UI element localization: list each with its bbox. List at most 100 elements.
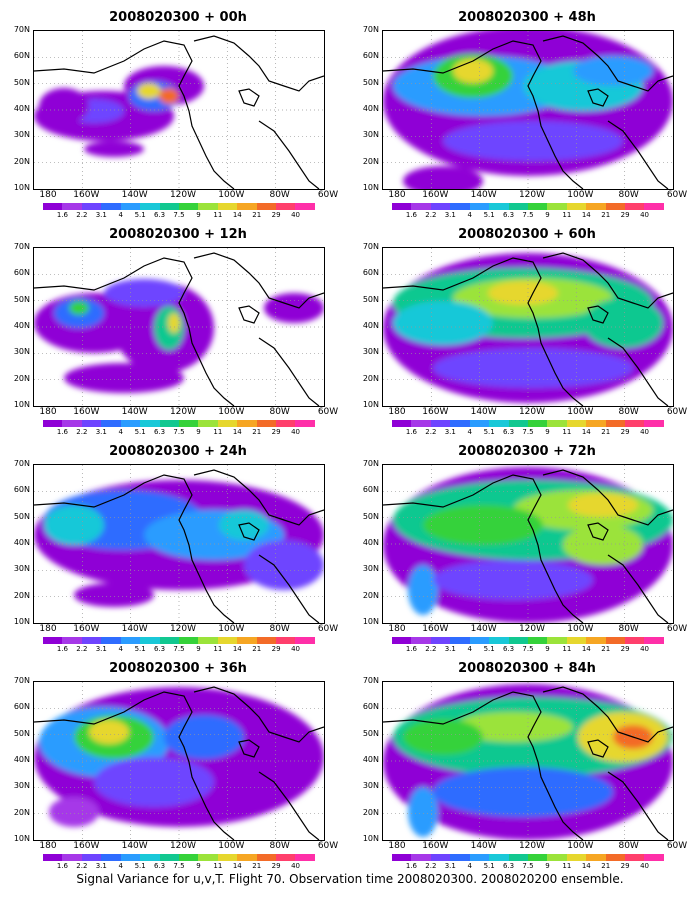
colorbar-label: 9 (545, 211, 550, 219)
colorbar-label: 11 (213, 211, 223, 219)
map-svg (34, 682, 324, 840)
lon-label: 120W (518, 407, 546, 417)
variance-field (244, 540, 324, 590)
colorbar-label: 5.1 (134, 211, 146, 219)
lon-label: 100W (567, 190, 594, 200)
variance-field (433, 767, 613, 817)
coastline (383, 686, 673, 840)
colorbar-label: 6.3 (153, 862, 166, 870)
colorbar-label: 3.1 (95, 211, 107, 219)
colorbar-swatch (566, 203, 587, 210)
colorbar-label: 14 (581, 211, 591, 219)
colorbar-swatch (276, 637, 296, 644)
variance-field (84, 141, 144, 157)
lat-label: 50N (362, 294, 379, 304)
colorbar-label: 21 (601, 862, 611, 870)
lat-label: 20N (362, 807, 379, 817)
lat-label: 70N (362, 676, 379, 685)
colorbar-swatch (178, 854, 199, 861)
colorbar-label: 6.3 (153, 211, 166, 219)
colorbar-label: 4 (467, 428, 472, 436)
variance-field (393, 301, 493, 345)
colorbar-label: 21 (252, 645, 262, 653)
colorbar-swatch (566, 637, 587, 644)
lat-label: 70N (13, 676, 30, 685)
colorbar-label: 4 (118, 645, 123, 653)
colorbar-swatch (237, 854, 257, 861)
colorbar-label: 7.5 (522, 862, 534, 870)
colorbar-swatch (625, 203, 645, 210)
lon-label: 60W (317, 624, 339, 634)
lat-label: 50N (13, 728, 30, 738)
colorbar-swatch (450, 203, 470, 210)
coastline (34, 35, 324, 189)
colorbar-swatch (81, 203, 102, 210)
variance-field (137, 83, 161, 99)
lat-label: 60N (13, 485, 30, 495)
colorbar-label: 14 (581, 428, 591, 436)
map-area (382, 681, 674, 841)
lat-label: 50N (362, 77, 379, 87)
variance-field (264, 293, 324, 323)
colorbar-swatch (178, 420, 199, 427)
lon-label: 180 (388, 190, 406, 200)
colorbar-swatch (295, 203, 315, 210)
variance-field (453, 59, 493, 83)
lon-label: 140W (470, 841, 497, 851)
colorbar-swatch (217, 420, 238, 427)
lat-label: 50N (362, 511, 379, 521)
lat-label: 40N (362, 104, 379, 113)
lat-label: 10N (13, 617, 30, 626)
lon-label: 160W (422, 841, 449, 851)
lat-label: 30N (362, 781, 379, 791)
variance-field (49, 797, 99, 827)
variance-field (89, 720, 129, 744)
colorbar-swatch (81, 420, 102, 427)
variance-field (433, 348, 633, 388)
colorbar-label: 2.2 (425, 211, 437, 219)
lat-label: 60N (362, 268, 379, 278)
colorbar-swatch (586, 420, 606, 427)
colorbar-label: 3.1 (444, 211, 456, 219)
colorbar-label: 3.1 (95, 428, 107, 436)
lat-label: 70N (362, 25, 379, 34)
lat-label: 20N (362, 590, 379, 600)
lat-label: 20N (13, 373, 30, 383)
map-svg (383, 248, 673, 406)
colorbar-label: 6.3 (502, 645, 515, 653)
lat-label: 30N (362, 564, 379, 574)
lon-label: 180 (39, 407, 57, 417)
lat-label: 10N (13, 183, 30, 192)
panel-title: 2008020300 + 24h (109, 444, 247, 459)
lon-label: 100W (218, 841, 245, 851)
variance-field (568, 493, 638, 517)
lat-label: 70N (13, 25, 30, 34)
colorbar-swatch (198, 854, 218, 861)
colorbar-label: 21 (252, 862, 262, 870)
colorbar-label: 21 (252, 211, 262, 219)
colorbar-swatch (392, 854, 412, 861)
panel-title: 2008020300 + 60h (458, 227, 596, 242)
colorbar-label: 5.1 (483, 645, 495, 653)
variance-field (408, 565, 438, 615)
colorbar-label: 9 (545, 645, 550, 653)
lon-label: 80W (618, 190, 639, 200)
lon-label: 140W (470, 624, 497, 634)
map-area (382, 247, 674, 407)
lon-label: 140W (121, 841, 148, 851)
lat-label: 20N (13, 590, 30, 600)
colorbar-swatch (527, 854, 548, 861)
variance-field (403, 719, 483, 755)
lat-label: 60N (362, 485, 379, 495)
colorbar-swatch (120, 203, 141, 210)
colorbar-label: 11 (562, 211, 572, 219)
colorbar-swatch (625, 637, 645, 644)
lon-label: 140W (470, 190, 497, 200)
map-area (33, 247, 325, 407)
colorbar-label: 29 (620, 862, 630, 870)
colorbar-swatch (140, 203, 160, 210)
lat-label: 50N (13, 294, 30, 304)
colorbar-swatch (489, 420, 509, 427)
colorbar-swatch (547, 854, 567, 861)
colorbar-swatch (62, 637, 82, 644)
